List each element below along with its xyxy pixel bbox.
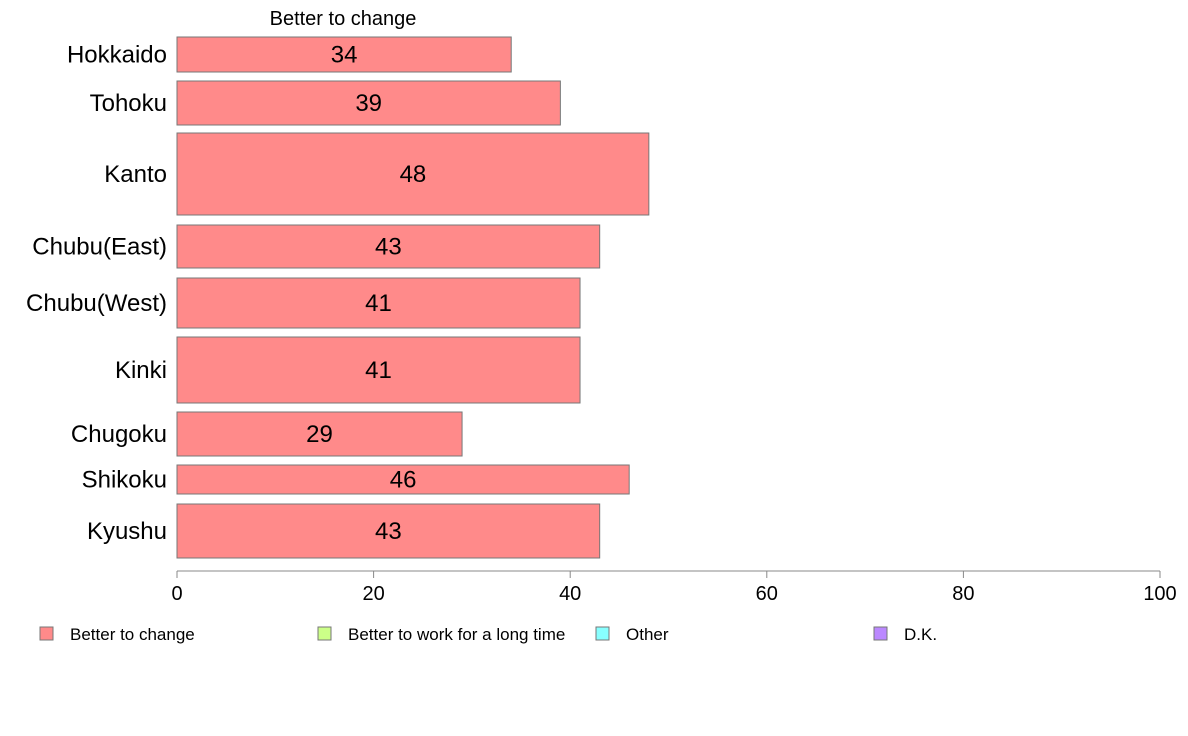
legend-swatch-better-to-work-for-a-long-time [317,626,332,641]
bar-chugoku [176,411,463,457]
category-label-tohoku: Tohoku [90,90,167,117]
legend-label-other: Other [626,625,669,644]
bar-hokkaido [176,36,512,73]
bar-tohoku [176,80,561,126]
value-label-kanto: 48 [400,161,427,188]
value-label-kinki: 41 [365,357,392,384]
x-tick-label: 60 [756,583,778,605]
x-tick-label: 80 [952,583,974,605]
x-tick-label: 100 [1143,583,1176,605]
legend-label-d-k: D.K. [904,625,937,644]
category-label-kanto: Kanto [104,161,167,188]
category-label-chubu-west: Chubu(West) [26,290,167,317]
legend: Better to change Better to work for a lon… [39,625,937,644]
value-label-chubu-east: 43 [375,234,402,261]
legend-swatch-better-to-change [39,626,54,641]
legend-label-better-to-change: Better to change [70,625,195,644]
bar-chubu-east [176,224,601,269]
value-label-chugoku: 29 [306,421,333,448]
category-label-kyushu: Kyushu [87,518,167,545]
x-tick-label: 0 [171,583,182,605]
value-label-chubu-west: 41 [365,290,392,317]
category-label-chugoku: Chugoku [71,421,167,448]
value-label-kyushu: 43 [375,518,402,545]
value-label-tohoku: 39 [355,90,382,117]
category-label-chubu-east: Chubu(East) [32,234,167,261]
bar-chubu-west [176,277,581,329]
value-label-hokkaido: 34 [331,42,358,69]
x-axis: 0 20 40 60 80 100 [171,570,1177,605]
bar-kanto [176,132,650,216]
bar-shikoku [176,464,630,495]
bar-kyushu [176,503,601,559]
legend-swatch-other [595,626,610,641]
x-tick-label: 20 [362,583,384,605]
x-tick-label: 40 [559,583,581,605]
value-label-shikoku: 46 [390,467,417,494]
bar-kinki [176,336,581,404]
bars-group [176,36,650,559]
legend-label-better-to-work-for-a-long-time: Better to work for a long time [348,625,565,644]
category-labels-group: Hokkaido Tohoku Kanto Chubu(East) Chubu(West… [26,42,167,546]
category-label-shikoku: Shikoku [82,467,167,494]
legend-swatch-d-k [873,626,888,641]
series-title: Better to change [270,8,417,30]
value-labels-group: 34 39 48 43 41 41 29 46 43 [306,42,426,546]
category-label-kinki: Kinki [115,357,167,384]
category-label-hokkaido: Hokkaido [67,42,167,69]
